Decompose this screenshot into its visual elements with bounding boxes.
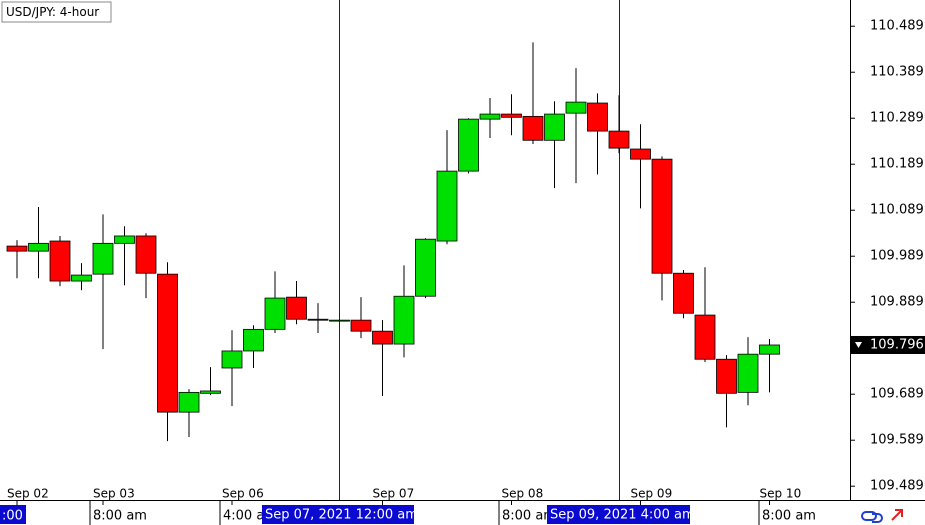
candle-body [673, 272, 694, 314]
candle-body [28, 242, 49, 252]
candle-body [608, 130, 630, 149]
x-tick-label: Sep 09 [631, 487, 673, 501]
candle-body [479, 113, 501, 120]
x-tick-label: Sep 02 [7, 487, 49, 501]
arrow-icon[interactable] [891, 509, 903, 521]
cursor-label-box [262, 505, 414, 524]
candle-body [264, 297, 286, 330]
current-price-box [851, 335, 925, 354]
candle-body [243, 328, 264, 352]
candle-body [587, 102, 608, 132]
time-axis-label: :00 [2, 509, 23, 524]
candle-body [71, 274, 92, 282]
candle-body [178, 391, 200, 413]
candle-body [544, 113, 565, 141]
current-price-arrow [855, 341, 862, 348]
x-tick-label: Sep 10 [760, 487, 802, 501]
bottom-icons [861, 509, 903, 523]
candle-body [651, 158, 673, 274]
candle-body [221, 350, 243, 369]
candle-body [759, 344, 780, 355]
candle-body [350, 319, 372, 332]
y-tick-label: 110.089 [870, 203, 924, 218]
y-tick-label: 109.689 [870, 387, 924, 402]
candles [6, 42, 780, 442]
time-axis-label: 8:00 am [502, 509, 556, 524]
time-axis-label: 8:00 am [762, 509, 816, 524]
x-tick-label: Sep 07 [373, 487, 415, 501]
y-tick-label: 109.489 [870, 479, 924, 494]
cursor-label: Sep 09, 2021 4:00 am [550, 508, 695, 523]
y-tick-label: 109.589 [870, 433, 924, 448]
y-tick-label: 110.189 [870, 157, 924, 172]
candle-body [92, 242, 114, 275]
x-tick-label: Sep 06 [222, 487, 264, 501]
candle-body [307, 318, 329, 321]
candle-body [716, 358, 737, 394]
candle-body [393, 295, 415, 345]
candle-body [49, 240, 71, 282]
y-tick-label: 110.289 [870, 111, 924, 126]
candle-body [694, 314, 716, 360]
candle-body [565, 101, 587, 114]
time-label-box [0, 505, 26, 524]
candle-body [436, 170, 458, 242]
candle-body [501, 113, 522, 118]
cursor-label-box [547, 505, 690, 524]
candle-body [630, 148, 651, 160]
x-tick-label: Sep 08 [502, 487, 544, 501]
title-box [1, 1, 112, 23]
candle-body [114, 235, 135, 244]
candle-body [458, 118, 479, 172]
cursor-label: Sep 07, 2021 12:00 am [265, 508, 418, 523]
candle-body [372, 330, 393, 345]
candle-body [737, 353, 759, 393]
time-axis-label: 8:00 am [93, 509, 147, 524]
y-tick-label: 110.489 [870, 19, 924, 34]
candle-body [522, 115, 544, 141]
candle-body [157, 273, 178, 413]
candle-body [286, 296, 307, 320]
candle-body [329, 319, 350, 322]
chart-title: USD/JPY: 4-hour [6, 5, 99, 19]
candle-body [200, 390, 221, 394]
y-tick-label: 109.989 [870, 249, 924, 264]
current-price-label: 109.796 [870, 337, 924, 352]
y-tick-label: 110.389 [870, 65, 924, 80]
candle-body [6, 245, 28, 252]
y-tick-label: 109.889 [870, 295, 924, 310]
x-tick-label: Sep 03 [93, 487, 135, 501]
candle-body [135, 235, 157, 274]
link-icon[interactable] [861, 511, 883, 523]
candle-body [415, 238, 436, 297]
